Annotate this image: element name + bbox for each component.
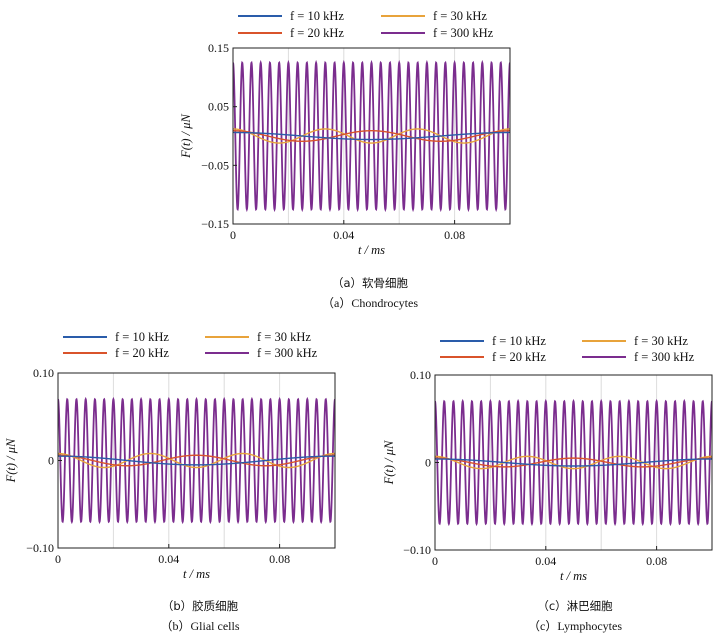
panel-c-ytick-label-0: −0.10: [403, 543, 431, 557]
panel-b-ytick-label-2: 0.10: [33, 366, 54, 380]
caption-c-zh: （c）淋巴细胞: [537, 599, 613, 613]
panel-a-legend-label-20khz: f = 20 kHz: [290, 26, 344, 40]
panel-a-ylabel: F(t) / μN: [179, 113, 193, 158]
panel-c-ylabel: F(t) / μN: [382, 440, 396, 485]
panel-a-ytick-label-1: −0.05: [201, 158, 229, 172]
panel-a-series-group: [233, 59, 510, 213]
panel-a-series-20khz: [233, 130, 510, 142]
panel-c-legend-label-20khz: f = 20 kHz: [492, 350, 546, 364]
panel-b-series-30khz: [58, 452, 335, 469]
panel-c-ytick-label-2: 0.10: [410, 368, 431, 382]
panel-b-ytick-label-1: 0: [48, 454, 54, 468]
panel-b-ytick-label-0: −0.10: [26, 541, 54, 555]
caption-b-zh: （b）胶质细胞: [161, 599, 239, 613]
panel-a-ytick-label-3: 0.15: [208, 41, 229, 55]
panel-a-legend-label-30khz: f = 30 kHz: [433, 9, 487, 23]
panel-b-legend-label-300khz: f = 300 kHz: [257, 346, 318, 360]
panel-c-series-30khz: [435, 455, 712, 470]
panel-b-legend-label-10khz: f = 10 kHz: [115, 330, 169, 344]
panel-c-ytick-label-1: 0: [425, 456, 431, 470]
panel-b-legend-label-20khz: f = 20 kHz: [115, 346, 169, 360]
panel-a-xlabel: t / ms: [358, 243, 385, 257]
panel-b-legend-label-30khz: f = 30 kHz: [257, 330, 311, 344]
panel-c-series-10khz: [435, 458, 712, 467]
panel-c-series-20khz: [435, 457, 712, 468]
panel-c-legend-label-10khz: f = 10 kHz: [492, 334, 546, 348]
panel-b-xtick-label-2: 0.08: [269, 552, 290, 566]
panel-c-legend-label-300khz: f = 300 kHz: [634, 350, 695, 364]
panel-b-series-group: [58, 396, 335, 525]
caption-a-en: （a）Chondrocytes: [322, 296, 418, 310]
panel-a-ytick-label-2: 0.05: [208, 100, 229, 114]
panel-b-series-10khz: [58, 455, 335, 466]
panel-b-series-20khz: [58, 454, 335, 467]
panel-c-series-300khz: [435, 398, 712, 527]
panel-b-xtick-label-1: 0.04: [158, 552, 179, 566]
panel-a-series-300khz: [233, 59, 510, 213]
panel-c-xtick-label-2: 0.08: [646, 554, 667, 568]
panel-b-xlabel: t / ms: [183, 567, 210, 581]
caption-c-en: （c）Lymphocytes: [528, 619, 622, 633]
panel-b-ylabel: F(t) / μN: [4, 438, 18, 483]
panel-a-xtick-label-2: 0.08: [444, 228, 465, 242]
panel-b-xtick-label-0: 0: [55, 552, 61, 566]
panel-a-legend-label-10khz: f = 10 kHz: [290, 9, 344, 23]
panel-c-xtick-label-1: 0.04: [535, 554, 556, 568]
panel-c-xtick-label-0: 0: [432, 554, 438, 568]
panel-a-xtick-label-0: 0: [230, 228, 236, 242]
panel-a-xtick-label-1: 0.04: [333, 228, 354, 242]
panel-a-ytick-label-0: −0.15: [201, 217, 229, 231]
panel-a-series-10khz: [233, 131, 510, 141]
panel-a-series-30khz: [233, 128, 510, 144]
panel-c-xlabel: t / ms: [560, 569, 587, 583]
caption-a-zh: （a）软骨细胞: [331, 276, 409, 290]
panel-a-plot-area: [233, 48, 510, 224]
panel-c-series-group: [435, 398, 712, 527]
caption-b-en: （b）Glial cells: [160, 619, 240, 633]
panel-a-axes-frame: [232, 47, 511, 225]
panel-a-legend-label-300khz: f = 300 kHz: [433, 26, 494, 40]
panel-b-series-300khz: [58, 396, 335, 525]
panel-c-legend-label-30khz: f = 30 kHz: [634, 334, 688, 348]
